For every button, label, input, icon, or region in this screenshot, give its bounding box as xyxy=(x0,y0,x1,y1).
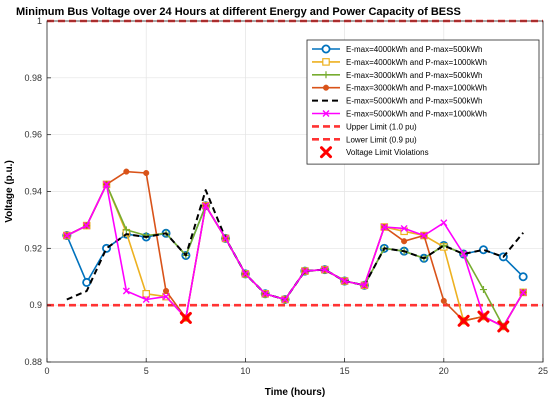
data-point xyxy=(301,267,309,275)
x-tick-label: 25 xyxy=(538,366,548,376)
y-tick-label: 0.9 xyxy=(29,300,42,310)
legend-label: Voltage Limit Violations xyxy=(346,148,429,157)
data-point xyxy=(122,226,130,234)
y-axis-label: Voltage (p.u.) xyxy=(4,160,15,223)
y-tick-label: 0.98 xyxy=(24,73,42,83)
legend-label: Upper Limit (1.0 pu) xyxy=(346,122,417,131)
data-point xyxy=(261,290,269,298)
data-point xyxy=(400,224,408,232)
data-point xyxy=(162,293,170,301)
legend-box xyxy=(306,39,540,165)
data-point xyxy=(142,295,150,303)
data-point xyxy=(143,169,150,177)
data-point xyxy=(122,287,130,295)
legend-label: E-max=4000kWh and P-max=500kWh xyxy=(346,45,483,54)
data-point xyxy=(518,272,528,282)
x-tick-label: 15 xyxy=(340,366,350,376)
data-point xyxy=(360,281,368,289)
violation-point xyxy=(497,320,510,333)
data-point xyxy=(103,180,111,188)
data-point xyxy=(322,58,330,66)
violation-point xyxy=(457,314,470,327)
data-point xyxy=(202,202,210,210)
data-point xyxy=(322,84,330,91)
legend-label: E-max=5000kWh and P-max=500kWh xyxy=(346,97,483,106)
y-tick-label: 0.92 xyxy=(24,243,42,253)
legend-item: E-max=4000kWh and P-max=500kWh xyxy=(312,44,483,54)
series-layer xyxy=(62,168,528,331)
legend-label: E-max=3000kWh and P-max=1000kWh xyxy=(346,84,487,93)
data-point xyxy=(519,288,527,296)
data-point xyxy=(321,266,329,274)
chart-title: Minimum Bus Voltage over 24 Hours at dif… xyxy=(16,6,461,18)
data-point xyxy=(440,241,448,249)
legend: E-max=4000kWh and P-max=500kWh E-max=4000… xyxy=(306,39,540,165)
violations-layer xyxy=(179,310,510,333)
legend-item: Voltage Limit Violations xyxy=(320,146,429,159)
legend-item: Upper Limit (1.0 pu) xyxy=(312,122,417,131)
legend-label: E-max=5000kWh and P-max=1000kWh xyxy=(346,110,487,119)
legend-label: E-max=3000kWh and P-max=500kWh xyxy=(346,71,483,80)
data-point xyxy=(162,287,170,295)
violation-point xyxy=(477,310,490,323)
x-tick-label: 20 xyxy=(439,366,449,376)
data-point xyxy=(63,232,71,240)
violation-point xyxy=(179,311,192,324)
data-point xyxy=(83,222,91,230)
legend-label: E-max=4000kWh and P-max=1000kWh xyxy=(346,58,487,67)
legend-item: E-max=5000kWh and P-max=500kWh xyxy=(312,97,483,106)
violation-point xyxy=(320,146,332,159)
data-point xyxy=(222,234,230,242)
legend-label: Lower Limit (0.9 pu) xyxy=(346,135,417,144)
data-point xyxy=(82,277,92,287)
y-tick-label: 0.94 xyxy=(24,187,42,197)
y-tick-label: 0.96 xyxy=(24,130,42,140)
legend-item: E-max=4000kWh and P-max=1000kWh xyxy=(312,58,487,67)
data-point xyxy=(322,71,330,79)
data-point xyxy=(460,250,468,258)
legend-item: E-max=3000kWh and P-max=1000kWh xyxy=(312,84,487,93)
axis-ticks: 0 5 10 15 20 25 0.88 0.9 0.92 0.94 0.96 0.98 1 xyxy=(24,16,548,376)
legend-item: E-max=5000kWh and P-max=1000kWh xyxy=(312,110,487,119)
data-point xyxy=(420,232,428,240)
x-tick-label: 5 xyxy=(144,366,149,376)
data-point xyxy=(440,219,448,227)
data-point xyxy=(142,290,151,298)
y-tick-label: 1 xyxy=(37,16,42,26)
series-line xyxy=(66,183,524,328)
data-point xyxy=(401,238,408,245)
y-tick-label: 0.88 xyxy=(24,357,42,367)
data-point xyxy=(281,295,289,303)
data-point xyxy=(322,110,330,117)
data-point xyxy=(380,223,388,231)
x-axis-label: Time (hours) xyxy=(265,387,325,398)
data-point xyxy=(479,286,487,294)
data-point xyxy=(440,297,447,304)
legend-item: Lower Limit (0.9 pu) xyxy=(312,135,417,144)
data-point xyxy=(321,44,331,54)
data-point xyxy=(341,277,349,285)
data-point xyxy=(123,168,130,175)
x-tick-label: 0 xyxy=(44,366,49,376)
x-tick-label: 10 xyxy=(240,366,250,376)
legend-item: E-max=3000kWh and P-max=500kWh xyxy=(312,71,483,80)
data-point xyxy=(241,270,249,278)
